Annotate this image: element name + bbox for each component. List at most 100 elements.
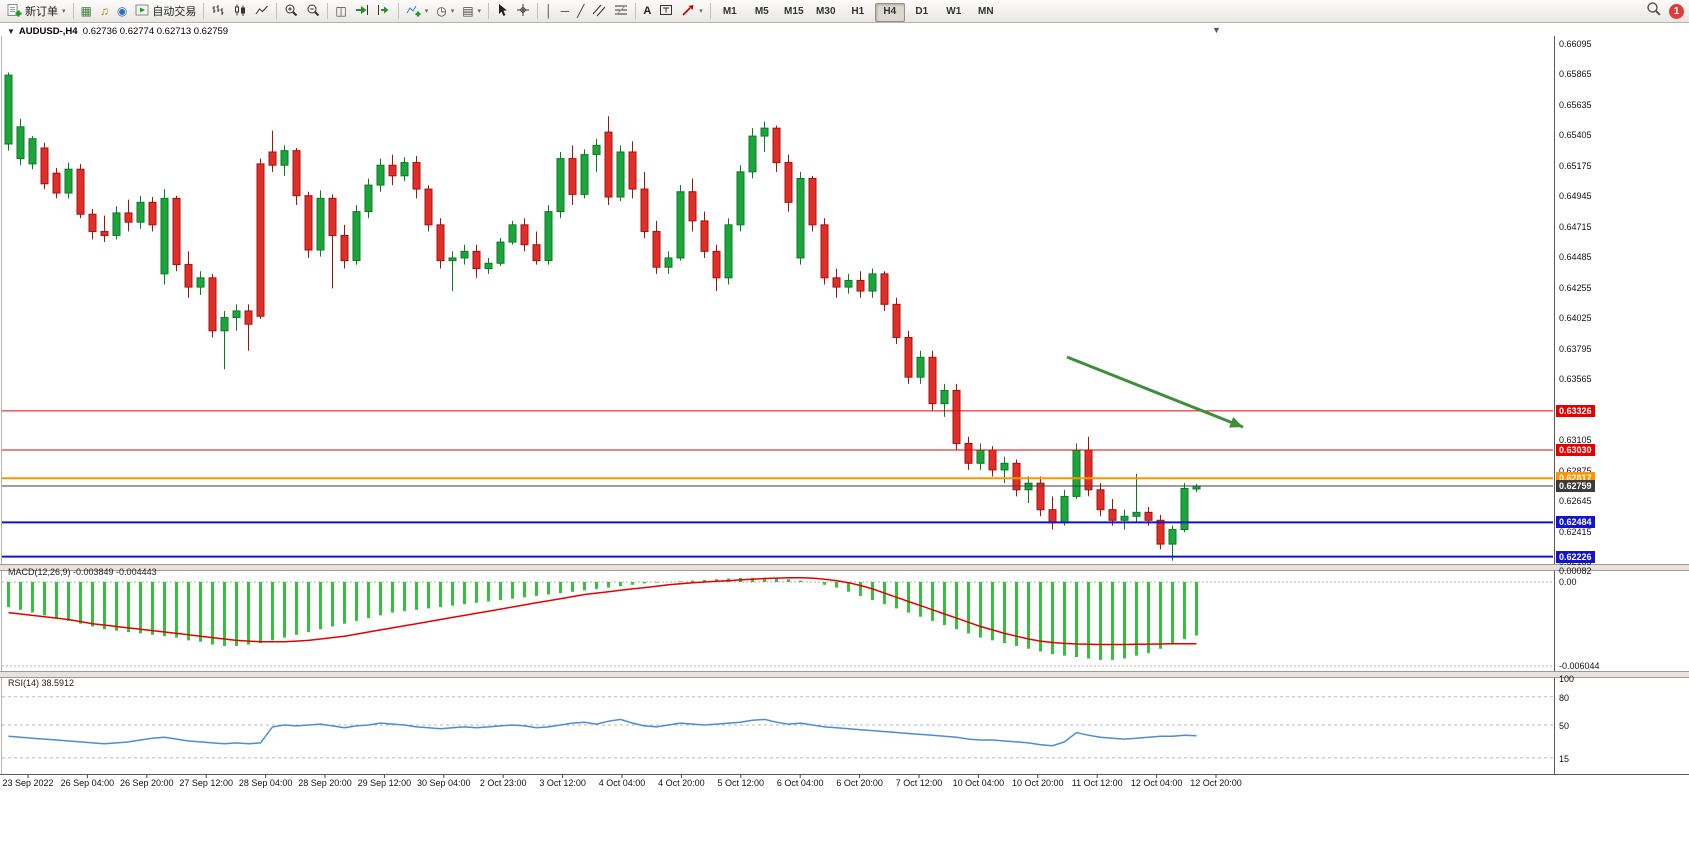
cursor-button[interactable] bbox=[492, 0, 512, 22]
timeframe-button-d1[interactable]: D1 bbox=[915, 5, 929, 17]
auto-trading-label: 自动交易 bbox=[152, 6, 197, 18]
fibonacci-button[interactable] bbox=[610, 0, 632, 22]
price-axis-label: 0.64485 bbox=[1559, 252, 1592, 263]
text-label-icon bbox=[659, 3, 673, 20]
trendline-button[interactable]: ╱ bbox=[573, 0, 588, 22]
time-axis-label: 26 Sep 20:00 bbox=[120, 778, 174, 788]
price-level-tag: 0.62484 bbox=[1556, 516, 1595, 529]
auto-scroll-button[interactable] bbox=[351, 0, 373, 22]
chart-shift-button[interactable] bbox=[373, 0, 395, 22]
channel-icon bbox=[592, 3, 606, 20]
timeframe-group: M1 M5 M15 M30 H1 H4 D1 W1 MN bbox=[714, 1, 1002, 22]
bar-chart-icon bbox=[211, 3, 225, 20]
zoom-out-button[interactable] bbox=[302, 0, 324, 22]
charts-grid-button[interactable]: ▦ bbox=[77, 0, 96, 22]
zoom-out-icon bbox=[306, 3, 320, 20]
time-axis-label: 23 Sep 2022 bbox=[2, 778, 54, 788]
new-order-button[interactable]: 新订单 ▾ bbox=[3, 0, 70, 22]
news-button[interactable]: ◉ bbox=[113, 0, 131, 22]
main-toolbar: 新订单 ▾ ▦ ♫ ◉ 自动交易 ◫ ▾ ◷ ▾ ▤ ▾ │ ─ ╱ bbox=[0, 0, 1689, 23]
time-axis-label: 2 Oct 23:00 bbox=[479, 778, 527, 788]
crosshair-button[interactable] bbox=[512, 0, 534, 22]
price-axis-label: 0.62645 bbox=[1559, 496, 1592, 507]
timeframe-button-m5[interactable]: M5 bbox=[754, 5, 769, 17]
rsi-axis-label: 50 bbox=[1559, 721, 1570, 731]
time-axis-label: 11 Oct 12:00 bbox=[1071, 778, 1123, 788]
alerts-button[interactable]: ♫ bbox=[96, 0, 113, 22]
trendline-icon: ╱ bbox=[577, 4, 585, 18]
rsi-axis-label: 100 bbox=[1559, 674, 1575, 684]
time-axis-label: 12 Oct 20:00 bbox=[1190, 778, 1242, 788]
fibonacci-icon bbox=[614, 3, 628, 20]
new-order-icon bbox=[7, 3, 22, 20]
horizontal-line-button[interactable]: ─ bbox=[557, 0, 574, 22]
price-axis-label: 0.64255 bbox=[1559, 282, 1592, 293]
toolbar-separator bbox=[276, 3, 278, 19]
timeframe-button-h1[interactable]: H1 bbox=[851, 5, 865, 17]
candlestick-chart-button[interactable] bbox=[229, 0, 251, 22]
time-axis[interactable]: 23 Sep 2022 26 Sep 04:00 26 Sep 20:00 27 Se… bbox=[0, 778, 1554, 792]
chevron-down-icon: ▾ bbox=[424, 8, 429, 15]
indicators-icon bbox=[406, 3, 421, 20]
time-axis-label: 6 Oct 20:00 bbox=[836, 778, 883, 788]
chart-shift-icon bbox=[377, 3, 391, 20]
macd-axis-label: 0.00082 bbox=[1559, 565, 1592, 576]
price-levels-group bbox=[2, 410, 1553, 558]
time-axis-label: 10 Oct 20:00 bbox=[1012, 778, 1064, 788]
macd-label: MACD(12,26,9) -0.003849 -0.004443 bbox=[8, 567, 157, 577]
plot-left-border bbox=[1, 36, 2, 774]
tile-windows-button[interactable]: ◫ bbox=[331, 0, 350, 22]
toolbar-separator bbox=[635, 3, 637, 19]
window-marker-icon: ▼ bbox=[7, 27, 15, 36]
price-axis-label: 0.65405 bbox=[1559, 130, 1592, 141]
chart-shift-marker[interactable]: ▼ bbox=[1212, 25, 1221, 35]
timeframe-button-w1[interactable]: W1 bbox=[946, 5, 962, 17]
indicators-button[interactable]: ▾ bbox=[402, 0, 433, 22]
price-axis-label: 0.63795 bbox=[1559, 343, 1592, 354]
tile-windows-icon: ◫ bbox=[335, 4, 347, 18]
timeframe-button-m15[interactable]: M15 bbox=[784, 5, 804, 17]
text-tool-label: A bbox=[643, 5, 652, 17]
timeframe-button-h4[interactable]: H4 bbox=[874, 2, 905, 22]
text-label-button[interactable] bbox=[655, 0, 677, 22]
time-axis-label: 3 Oct 12:00 bbox=[539, 778, 586, 788]
macd-axis-label: 0.00 bbox=[1559, 577, 1577, 587]
price-axis-label: 0.64025 bbox=[1559, 313, 1592, 324]
price-axis-label: 0.64715 bbox=[1559, 221, 1592, 232]
periods-icon: ◷ bbox=[436, 4, 447, 18]
time-axis-label: 6 Oct 04:00 bbox=[776, 778, 824, 788]
zoom-in-button[interactable] bbox=[280, 0, 302, 22]
text-tool-button[interactable]: A bbox=[639, 0, 655, 22]
rsi-axis-label: 15 bbox=[1559, 753, 1570, 764]
arrows-tool-button[interactable]: ▾ bbox=[677, 0, 707, 22]
templates-icon: ▤ bbox=[462, 4, 474, 18]
time-axis-label: 4 Oct 20:00 bbox=[658, 778, 705, 788]
periods-button[interactable]: ◷ ▾ bbox=[432, 0, 458, 22]
line-chart-button[interactable] bbox=[251, 0, 273, 22]
time-axis-label: 29 Sep 12:00 bbox=[357, 778, 412, 788]
vertical-line-icon: │ bbox=[545, 4, 553, 18]
time-axis-label: 30 Sep 04:00 bbox=[417, 778, 471, 788]
panel-splitter[interactable] bbox=[0, 671, 1689, 678]
timeframe-button-mn[interactable]: MN bbox=[978, 5, 994, 17]
price-axis[interactable]: 0.66095 0.65865 0.65635 0.65405 0.65175 0.649… bbox=[1555, 0, 1689, 796]
price-axis-label: 0.65175 bbox=[1559, 160, 1592, 171]
price-axis-label: 0.65865 bbox=[1559, 69, 1592, 80]
panel-splitter[interactable] bbox=[0, 564, 1689, 571]
vertical-line-button[interactable]: │ bbox=[541, 0, 557, 22]
search-icon[interactable] bbox=[1646, 1, 1661, 21]
templates-button[interactable]: ▤ ▾ bbox=[458, 0, 485, 22]
price-level-tag: 0.63030 bbox=[1556, 444, 1595, 457]
notification-badge[interactable]: 1 bbox=[1669, 3, 1684, 19]
toolbar-separator bbox=[537, 3, 539, 19]
bar-chart-button[interactable] bbox=[207, 0, 229, 22]
timeframe-button-m30[interactable]: M30 bbox=[816, 5, 836, 17]
auto-trading-button[interactable]: 自动交易 bbox=[131, 0, 200, 22]
timeframe-button-m1[interactable]: M1 bbox=[722, 5, 737, 17]
alerts-icon: ♫ bbox=[99, 4, 109, 18]
channel-button[interactable] bbox=[588, 0, 610, 22]
toolbar-separator bbox=[709, 3, 711, 19]
chart-symbol: AUDUSD-,H4 bbox=[18, 26, 78, 37]
